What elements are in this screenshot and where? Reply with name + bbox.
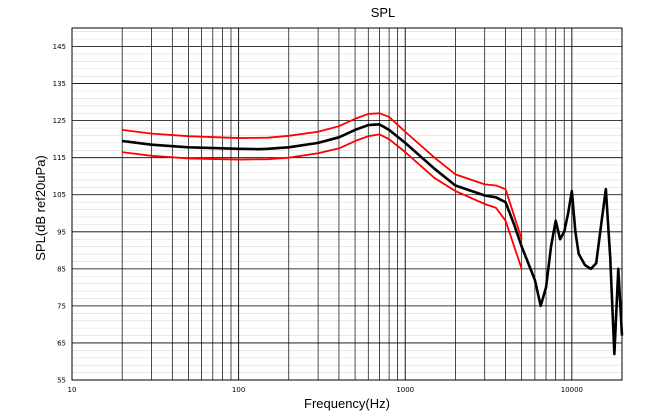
series-line-0 (122, 112, 523, 240)
y-tick-label: 65 (57, 339, 66, 347)
y-tick-label: 115 (53, 154, 66, 162)
major-grid (71, 28, 623, 381)
y-tick-label: 95 (57, 228, 66, 236)
series-line-2 (122, 133, 523, 270)
x-tick-label: 10000 (561, 386, 583, 394)
plot-area (72, 28, 622, 380)
y-tick-label: 145 (53, 43, 66, 51)
y-tick-label: 75 (57, 302, 66, 310)
x-tick-label: 1000 (396, 386, 414, 394)
y-tick-label: 125 (53, 117, 66, 125)
y-tick-label: 55 (57, 377, 66, 385)
series-line-1 (121, 123, 624, 356)
y-axis-label: SPL(dB ref20uPa) (33, 155, 48, 261)
y-tick-label: 105 (53, 191, 66, 199)
y-tick-label: 135 (53, 80, 66, 88)
chart-title: SPL (371, 5, 396, 20)
x-tick-label: 100 (232, 386, 245, 394)
y-tick-label: 85 (57, 265, 66, 273)
x-tick-labels: 10 100 1000 10000 (68, 386, 583, 394)
plot-frame (71, 27, 623, 381)
series-layer (121, 112, 624, 356)
x-tick-label: 10 (68, 386, 77, 394)
y-tick-labels: 55 65 75 85 95 105 115 125 135 145 (53, 43, 66, 384)
x-axis-label: Frequency(Hz) (304, 396, 390, 411)
